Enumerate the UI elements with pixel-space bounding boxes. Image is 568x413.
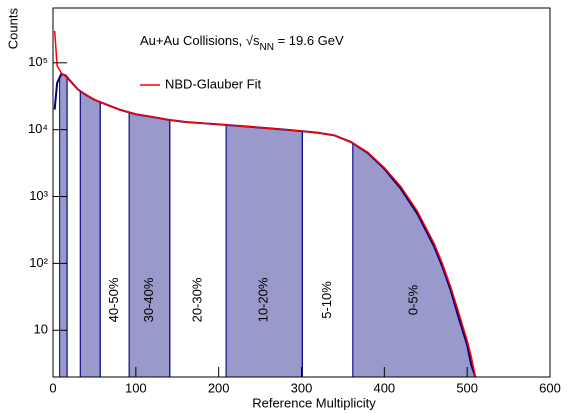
x-tick-label: 300 (291, 380, 313, 395)
y-tick-label: 10⁴ (28, 121, 48, 136)
x-tick-label: 500 (456, 380, 478, 395)
y-axis-label: Counts (5, 8, 20, 50)
title-subscript: NN (260, 42, 274, 53)
y-tick-label: 10 (34, 322, 48, 337)
chart-title: Au+Au Collisions, √sNN = 19.6 GeV (140, 33, 344, 52)
x-tick-label: 0 (49, 380, 56, 395)
x-tick-label: 600 (539, 380, 561, 395)
series-line (53, 30, 477, 378)
x-tick-label: 200 (208, 380, 230, 395)
centrality-band (352, 73, 476, 377)
band-label: 5-10% (319, 281, 334, 319)
x-axis-label: Reference Multiplicity (252, 395, 376, 410)
band-label: 20-30% (189, 277, 204, 322)
band-label: 10-20% (256, 277, 271, 322)
y-tick-label: 10³ (29, 188, 48, 203)
legend-label: NBD-Glauber Fit (165, 76, 261, 91)
band-label: 0-5% (406, 284, 421, 315)
centrality-band (129, 73, 170, 377)
y-tick-label: 10² (29, 255, 48, 270)
x-tick-label: 100 (125, 380, 147, 395)
title-rest: = 19.6 GeV (274, 33, 344, 48)
x-tick-label: 400 (373, 380, 395, 395)
band-label: 40-50% (106, 277, 121, 322)
band-label: 30-40% (141, 277, 156, 322)
centrality-band (80, 73, 101, 377)
y-tick-label: 10⁵ (28, 54, 48, 69)
title-main: Au+Au Collisions, √s (140, 33, 260, 48)
centrality-band (59, 73, 68, 377)
